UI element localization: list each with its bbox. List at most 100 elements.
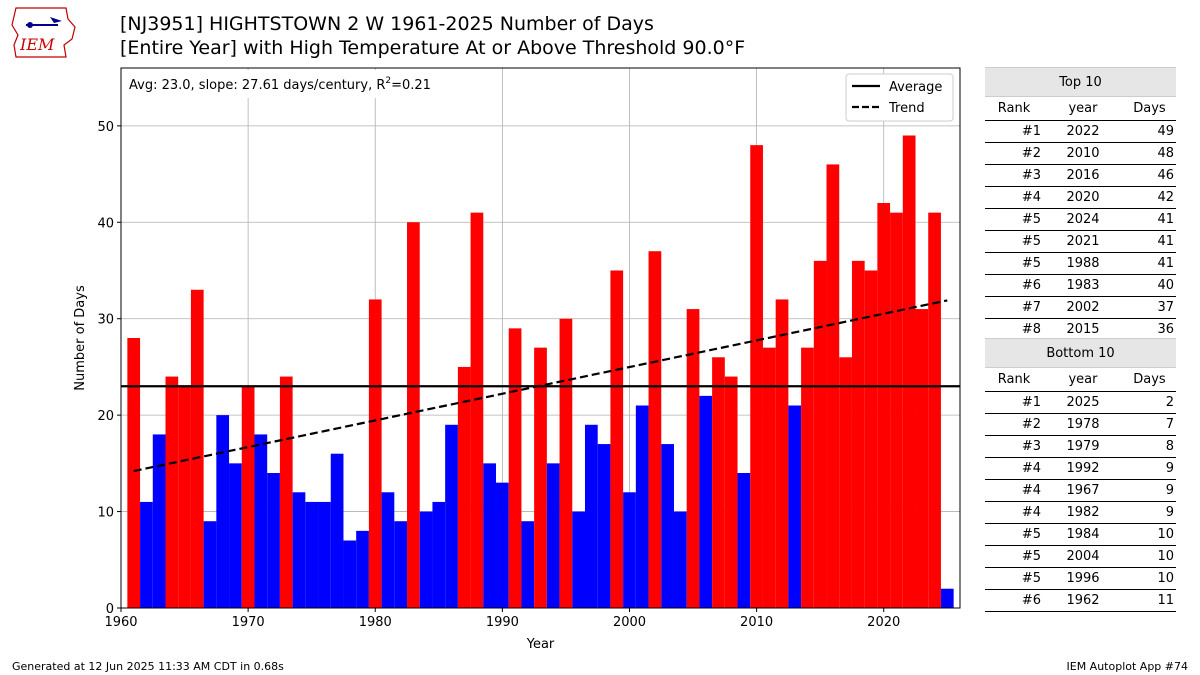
rank-cell: #5 — [985, 208, 1043, 231]
bar-2006 — [699, 395, 713, 608]
trend-line — [133, 299, 948, 473]
y-tick-label: 0 — [106, 602, 114, 617]
rank-row: #4 1992 9 — [985, 457, 1176, 480]
legend-average-label: Average — [889, 80, 942, 95]
rank-cell: #3 — [985, 435, 1043, 458]
days-cell: 11 — [1123, 589, 1176, 612]
rank-cell: #6 — [985, 274, 1043, 297]
bar-1987 — [457, 366, 471, 608]
rank-cell: #5 — [985, 230, 1043, 253]
rank-cell: #4 — [985, 479, 1043, 502]
days-cell: 10 — [1123, 567, 1176, 590]
title-line-1: [NJ3951] HIGHTSTOWN 2 W 1961-2025 Number… — [120, 13, 654, 35]
bar-1969 — [229, 463, 242, 608]
rank-row: #2 1978 7 — [985, 413, 1176, 436]
bar-2014 — [801, 347, 814, 608]
rank-row: #2 2010 48 — [985, 142, 1176, 165]
bar-1991 — [508, 328, 522, 608]
title-line-2: [Entire Year] with High Temperature At o… — [120, 37, 746, 59]
rank-row: #5 1996 10 — [985, 567, 1176, 590]
year-cell: 2010 — [1043, 142, 1123, 165]
rank-row: #6 1962 11 — [985, 589, 1176, 612]
bar-2001 — [635, 405, 649, 608]
rank-cell: #4 — [985, 501, 1043, 524]
bar-2015 — [813, 260, 827, 608]
rank-row: #7 2002 37 — [985, 296, 1176, 319]
top10-table: Top 10 Rank year Days #1 2022 49 #2 2010 48 #3… — [985, 67, 1176, 341]
bar-2012 — [775, 299, 789, 608]
year-cell: 2002 — [1043, 296, 1123, 319]
year-cell: 2021 — [1043, 230, 1123, 253]
days-cell: 42 — [1123, 186, 1176, 209]
x-tick-label: 2020 — [867, 615, 900, 630]
rank-row: #3 2016 46 — [985, 164, 1176, 187]
bar-2011 — [762, 347, 776, 608]
bar-1968 — [216, 415, 230, 608]
rank-row: #4 1982 9 — [985, 501, 1176, 524]
rank-row: #4 1967 9 — [985, 479, 1176, 502]
annotation-text: Avg: 23.0, slope: 27.61 days/century, R2… — [129, 76, 431, 93]
bar-1988 — [470, 212, 484, 608]
bar-1986 — [445, 424, 458, 608]
bar-1961 — [127, 338, 141, 608]
rank-row: #3 1979 8 — [985, 435, 1176, 458]
days-cell: 41 — [1123, 208, 1176, 231]
bottom10-col-rank: Rank — [985, 367, 1043, 392]
year-cell: 2022 — [1043, 120, 1123, 143]
bar-2008 — [724, 376, 738, 608]
y-tick-label: 20 — [97, 409, 114, 424]
year-cell: 1988 — [1043, 252, 1123, 275]
bar-2021 — [890, 212, 903, 608]
year-cell: 2020 — [1043, 186, 1123, 209]
bar-1981 — [381, 492, 395, 608]
days-cell: 46 — [1123, 164, 1176, 187]
days-cell: 10 — [1123, 545, 1176, 568]
rank-cell: #4 — [985, 457, 1043, 480]
y-tick-label: 30 — [97, 313, 114, 328]
bar-1978 — [343, 540, 357, 608]
rank-row: #6 1983 40 — [985, 274, 1176, 297]
rank-row: #4 2020 42 — [985, 186, 1176, 209]
days-cell: 37 — [1123, 296, 1176, 319]
bar-2013 — [788, 405, 802, 608]
days-cell: 2 — [1123, 391, 1176, 414]
year-cell: 2015 — [1043, 318, 1123, 341]
days-cell: 7 — [1123, 413, 1176, 436]
days-cell: 9 — [1123, 479, 1176, 502]
year-cell: 2004 — [1043, 545, 1123, 568]
bar-1996 — [572, 511, 585, 608]
x-tick-label: 1970 — [232, 615, 265, 630]
bar-1989 — [483, 463, 497, 608]
rank-cell: #2 — [985, 413, 1043, 436]
rank-row: #8 2015 36 — [985, 318, 1176, 341]
bar-1993 — [534, 347, 547, 608]
bar-2023 — [915, 309, 929, 608]
bottom10-col-days: Days — [1123, 367, 1176, 392]
bar-2010 — [750, 145, 763, 608]
bar-1977 — [330, 453, 344, 608]
days-cell: 9 — [1123, 501, 1176, 524]
rank-row: #1 2022 49 — [985, 120, 1176, 143]
bar-1962 — [140, 501, 153, 608]
bar-1994 — [546, 463, 560, 608]
app-credit: IEM Autoplot App #74 — [1066, 660, 1189, 673]
year-cell: 1992 — [1043, 457, 1123, 480]
bar-1998 — [597, 444, 611, 608]
year-cell: 1979 — [1043, 435, 1123, 458]
bar-1967 — [203, 521, 217, 608]
y-tick-label: 50 — [97, 120, 114, 135]
x-axis-label: Year — [526, 637, 555, 652]
bar-1965 — [178, 386, 191, 608]
bar-2009 — [737, 473, 751, 608]
bottom10-col-year: year — [1043, 367, 1123, 392]
top10-header: Top 10 — [985, 67, 1176, 97]
iem-logo: IEM — [11, 7, 76, 58]
bar-1997 — [584, 424, 598, 608]
bar-1972 — [267, 473, 280, 608]
bar-2002 — [648, 251, 662, 608]
bar-chart: 1960 1970 1980 1990 2000 2010 2020 0 10 20 30 40 50 Y… — [73, 67, 961, 652]
year-cell: 2016 — [1043, 164, 1123, 187]
rank-row: #5 2021 41 — [985, 230, 1176, 253]
bottom10-table: Bottom 10 Rank year Days #1 2025 2 #2 1978 7 #… — [985, 338, 1176, 612]
year-cell: 2024 — [1043, 208, 1123, 231]
